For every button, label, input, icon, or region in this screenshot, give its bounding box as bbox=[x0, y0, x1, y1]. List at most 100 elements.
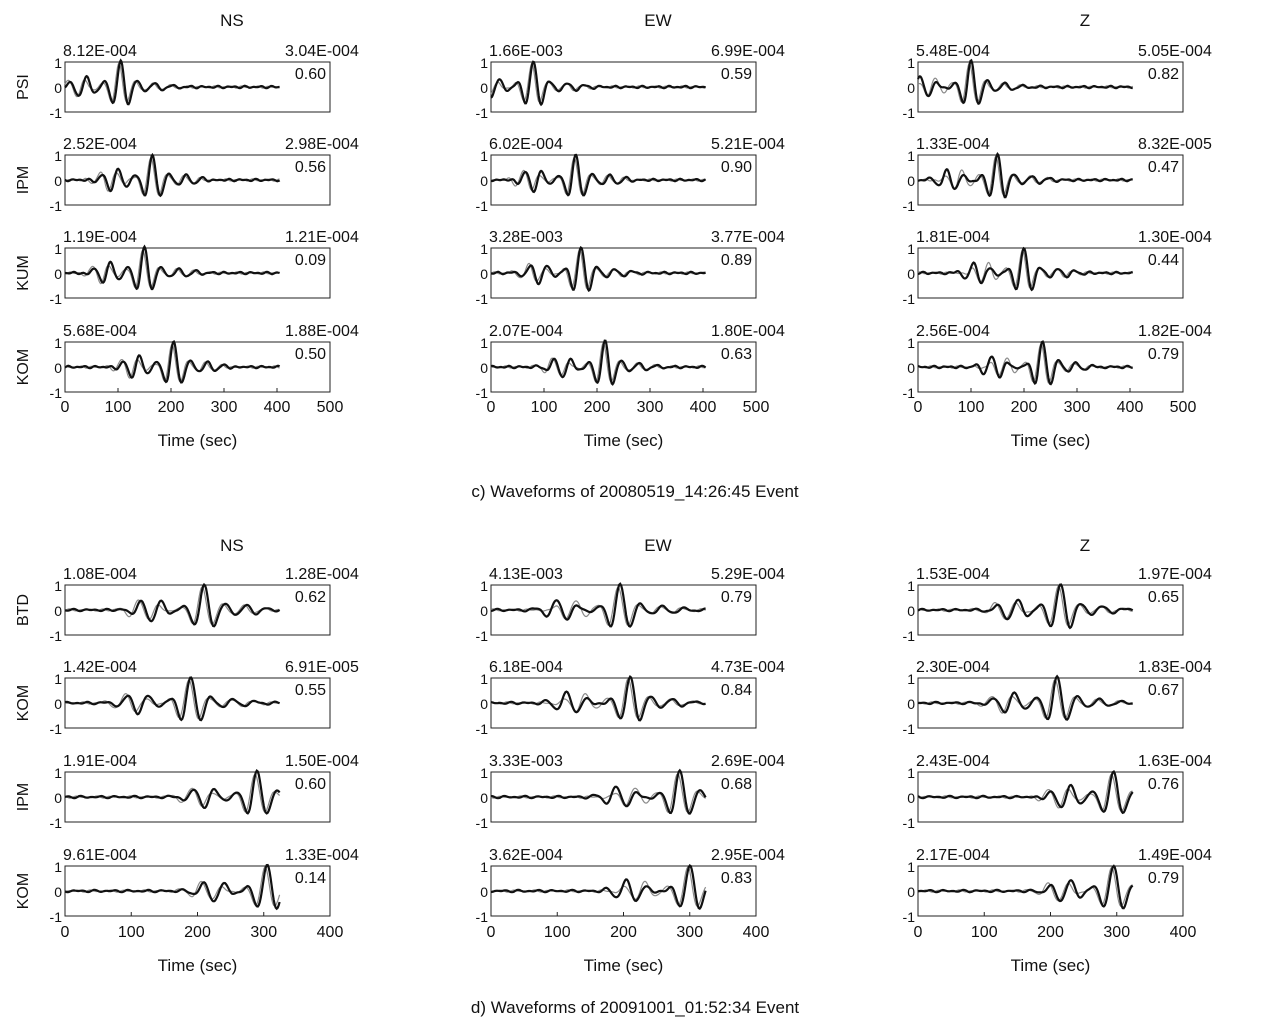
ytick-label: 0 bbox=[54, 360, 62, 376]
synthetic-max-amplitude: 1.83E-004 bbox=[1138, 659, 1212, 676]
observed-waveform bbox=[490, 245, 706, 293]
subplot: 1 0 -1 BTD 1.08E-004 1.28E-004 0.62 bbox=[15, 566, 359, 644]
ytick-label: -1 bbox=[50, 815, 63, 831]
xtick-label: 100 bbox=[958, 399, 985, 416]
ytick-label: -1 bbox=[903, 815, 916, 831]
xtick-label: 300 bbox=[637, 399, 664, 416]
ytick-label: 1 bbox=[907, 148, 915, 164]
variance-reduction: 0.67 bbox=[1148, 682, 1179, 699]
synthetic-max-amplitude: 2.69E-004 bbox=[711, 753, 785, 770]
synthetic-waveform bbox=[64, 62, 280, 103]
observed-max-amplitude: 2.17E-004 bbox=[916, 847, 990, 864]
ytick-label: -1 bbox=[903, 291, 916, 307]
ytick-label: -1 bbox=[50, 721, 63, 737]
ytick-label: -1 bbox=[903, 198, 916, 214]
ytick-label: -1 bbox=[50, 909, 63, 925]
subplot: 1 0 -1 4.13E-003 5.29E-004 0.79 bbox=[476, 566, 785, 644]
station-label: PSI bbox=[15, 74, 32, 100]
xtick-label: 0 bbox=[61, 399, 70, 416]
observed-max-amplitude: 2.07E-004 bbox=[489, 323, 563, 340]
ytick-label: -1 bbox=[476, 198, 489, 214]
variance-reduction: 0.60 bbox=[295, 66, 326, 83]
variance-reduction: 0.59 bbox=[721, 66, 752, 83]
observed-max-amplitude: 2.52E-004 bbox=[63, 136, 137, 153]
variance-reduction: 0.14 bbox=[295, 870, 326, 887]
ytick-label: 1 bbox=[480, 55, 488, 71]
observed-waveform bbox=[490, 863, 707, 910]
ytick-label: 1 bbox=[480, 241, 488, 257]
ytick-label: 0 bbox=[54, 80, 62, 96]
observed-waveform bbox=[917, 583, 1134, 630]
ytick-label: 1 bbox=[480, 335, 488, 351]
station-label: KOM bbox=[15, 873, 32, 909]
ytick-label: -1 bbox=[476, 385, 489, 401]
ytick-label: 0 bbox=[907, 696, 915, 712]
ytick-label: 1 bbox=[480, 765, 488, 781]
x-axis-label: Time (sec) bbox=[1011, 956, 1091, 975]
ytick-label: 0 bbox=[54, 173, 62, 189]
ytick-label: -1 bbox=[476, 721, 489, 737]
ytick-label: 1 bbox=[480, 148, 488, 164]
synthetic-max-amplitude: 1.97E-004 bbox=[1138, 566, 1212, 583]
x-axis-label: Time (sec) bbox=[158, 956, 238, 975]
component-title: EW bbox=[644, 536, 671, 555]
ytick-label: 1 bbox=[54, 578, 62, 594]
synthetic-max-amplitude: 1.30E-004 bbox=[1138, 229, 1212, 246]
synthetic-max-amplitude: 1.21E-004 bbox=[285, 229, 359, 246]
xtick-label: 200 bbox=[1011, 399, 1038, 416]
observed-waveform bbox=[490, 582, 706, 628]
x-axis-label: Time (sec) bbox=[584, 431, 664, 450]
ytick-label: 0 bbox=[54, 790, 62, 806]
variance-reduction: 0.90 bbox=[721, 159, 752, 176]
synthetic-max-amplitude: 6.91E-005 bbox=[285, 659, 359, 676]
observed-max-amplitude: 9.61E-004 bbox=[63, 847, 137, 864]
component-title: Z bbox=[1080, 11, 1090, 30]
variance-reduction: 0.47 bbox=[1148, 159, 1179, 176]
observed-waveform bbox=[64, 769, 281, 815]
variance-reduction: 0.79 bbox=[1148, 346, 1179, 363]
observed-max-amplitude: 4.13E-003 bbox=[489, 566, 563, 583]
ytick-label: 0 bbox=[54, 696, 62, 712]
ytick-label: -1 bbox=[476, 909, 489, 925]
variance-reduction: 0.76 bbox=[1148, 776, 1179, 793]
station-label: KOM bbox=[15, 685, 32, 721]
synthetic-max-amplitude: 3.04E-004 bbox=[285, 43, 359, 60]
ytick-label: -1 bbox=[903, 105, 916, 121]
ytick-label: 0 bbox=[480, 173, 488, 189]
synthetic-max-amplitude: 1.50E-004 bbox=[285, 753, 359, 770]
ytick-label: 1 bbox=[907, 578, 915, 594]
variance-reduction: 0.44 bbox=[1148, 252, 1179, 269]
synthetic-max-amplitude: 1.28E-004 bbox=[285, 566, 359, 583]
component-title: NS bbox=[220, 11, 244, 30]
synthetic-max-amplitude: 3.77E-004 bbox=[711, 229, 785, 246]
xtick-label: 300 bbox=[250, 924, 277, 941]
observed-waveform bbox=[917, 770, 1134, 815]
ytick-label: 1 bbox=[907, 671, 915, 687]
observed-max-amplitude: 1.08E-004 bbox=[63, 566, 137, 583]
observed-waveform bbox=[64, 339, 281, 384]
observed-waveform bbox=[490, 60, 707, 107]
ytick-label: -1 bbox=[50, 628, 63, 644]
ytick-label: 0 bbox=[907, 173, 915, 189]
observed-max-amplitude: 1.19E-004 bbox=[63, 229, 137, 246]
station-label: BTD bbox=[15, 594, 32, 626]
ytick-label: 1 bbox=[54, 335, 62, 351]
synthetic-waveform bbox=[64, 773, 280, 813]
station-label: IPM bbox=[15, 166, 32, 194]
xtick-label: 200 bbox=[1037, 924, 1064, 941]
synthetic-max-amplitude: 1.88E-004 bbox=[285, 323, 359, 340]
variance-reduction: 0.60 bbox=[295, 776, 326, 793]
synthetic-waveform bbox=[490, 866, 707, 907]
subplot: 1 0 -1 2.30E-004 1.83E-004 0.67 bbox=[903, 659, 1212, 737]
synthetic-max-amplitude: 5.05E-004 bbox=[1138, 43, 1212, 60]
ytick-label: 1 bbox=[54, 241, 62, 257]
axes-box bbox=[917, 61, 1184, 113]
observed-waveform bbox=[64, 244, 280, 291]
ytick-label: -1 bbox=[476, 291, 489, 307]
observed-waveform bbox=[917, 340, 1133, 386]
observed-waveform bbox=[917, 58, 1133, 106]
